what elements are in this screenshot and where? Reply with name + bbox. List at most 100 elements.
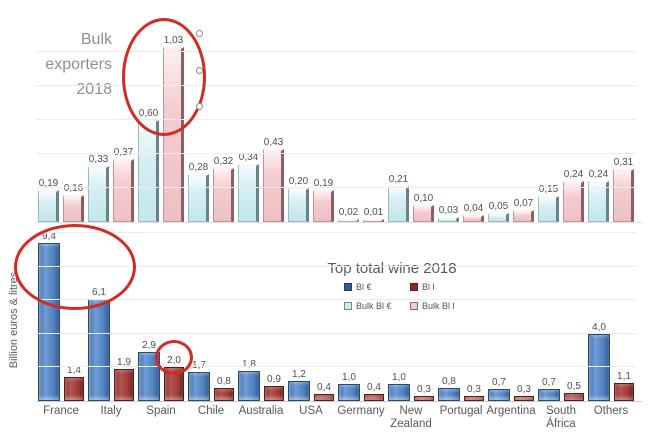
bar-value-label: 0,37 (113, 146, 134, 158)
gridline (36, 366, 636, 368)
bar-with-label: 0,4 (364, 381, 384, 401)
legend-item-bulk-bl-eur: Bulk Bl € (344, 301, 410, 311)
bar-value-label: 1,0 (392, 371, 406, 383)
bar-value-label: 1,4 (67, 364, 81, 376)
bar-value-label: 0,20 (288, 175, 309, 187)
bar-value-label: 0,32 (213, 155, 234, 167)
x-axis-labels: France Italy Spain Chile Australia USA Germany… (36, 405, 636, 431)
bar-value-label: 0,21 (388, 173, 409, 185)
bulk-bl-l-bar (363, 219, 384, 222)
bl-l-bar (414, 396, 434, 401)
bar-group-new-zealand: 0,21 0,10 (386, 30, 436, 222)
bl-eur-bar (138, 352, 160, 401)
bar-group-australia: 0,34 0,43 (236, 30, 286, 222)
legend-swatch-bl-l (410, 283, 418, 291)
bulk-bl-eur-bar (138, 120, 159, 222)
bar-with-label: 0,8 (438, 376, 460, 401)
bar-value-label: 0,24 (563, 168, 584, 180)
bulk-bl-l-bar (563, 181, 584, 222)
bulk-bl-l-bar (313, 190, 334, 222)
x-axis-label: Others (593, 405, 629, 417)
bar-with-label: 0,04 (463, 203, 484, 222)
bulk-bl-eur-bar (588, 181, 609, 222)
bar-with-label: 1,4 (64, 364, 84, 401)
bar-value-label: 0,3 (517, 383, 531, 395)
circle-handle-marker (196, 30, 203, 37)
legend-swatch-bl-eur (344, 283, 352, 291)
bar-value-label: 0,10 (413, 192, 434, 204)
bar-value-label: 0,05 (488, 200, 509, 212)
bar-value-label: 0,43 (263, 136, 284, 148)
bl-l-bar (464, 396, 484, 401)
bar-value-label: 0,15 (538, 183, 559, 195)
bar-value-label: 1,2 (292, 368, 306, 380)
bar-group-spain: 2,9 2,0 (136, 232, 186, 401)
bar-with-label: 0,19 (38, 178, 59, 222)
legend-item-bl-l: Bl l (410, 282, 476, 292)
bar-with-label: 0,34 (238, 151, 259, 222)
gridline (36, 51, 636, 52)
bar-with-label: 0,03 (438, 204, 459, 222)
bar-group-others: 0,24 0,31 (586, 30, 636, 222)
x-axis-label: New Zealand (390, 405, 432, 431)
bar-with-label: 0,28 (188, 162, 209, 222)
bl-l-bar (614, 383, 634, 401)
bulk-bl-l-bar (263, 149, 284, 222)
bar-group-germany: 0,02 0,01 (336, 30, 386, 222)
x-axis-label: Australia (238, 405, 284, 417)
bar-group-portugal: 0,03 0,04 (436, 30, 486, 222)
bulk-bl-eur-bar (488, 213, 509, 222)
bar-with-label: 1,0 (388, 371, 410, 401)
bl-eur-bar (188, 372, 210, 401)
legend-swatch-bulk-bl-l (410, 302, 418, 310)
bar-with-label: 0,24 (588, 169, 609, 222)
bar-group-italy: 0,33 0,37 (86, 30, 136, 222)
bar-value-label: 1,7 (192, 359, 206, 371)
bar-with-label: 0,20 (288, 175, 309, 222)
total-chart-axis-line (36, 401, 642, 402)
total-chart-plot: 9,4 1,4 6,1 1,9 2,9 2,0 1,7 0,8 1,8 0,9 1,2 0,4 1,0 0… (36, 231, 636, 401)
bulk-bl-l-bar (513, 210, 534, 222)
bar-with-label: 0,02 (338, 207, 359, 222)
bar-value-label: 0,8 (217, 375, 231, 387)
bar-value-label: 0,4 (367, 381, 381, 393)
circle-handle-marker (196, 67, 203, 74)
gridline (36, 232, 636, 233)
bar-with-label: 0,3 (464, 384, 484, 401)
x-axis-label: Chile (197, 405, 225, 417)
legend-label: Bulk Bl € (356, 301, 392, 311)
bar-group-portugal: 0,8 0,3 (436, 232, 486, 401)
x-axis-label: South África (545, 405, 577, 431)
total-chart-title: Top total wine 2018 (327, 260, 457, 277)
y-axis-label: Billion euros & litres (8, 271, 20, 369)
bulk-chart-axis-line (36, 222, 642, 223)
x-axis-label: Italy (100, 405, 122, 417)
bar-group-new-zealand: 1,0 0,3 (386, 232, 436, 401)
bar-value-label: 0,07 (513, 197, 534, 209)
bar-with-label: 0,31 (613, 157, 634, 222)
bar-value-label: 0,7 (542, 376, 556, 388)
bar-with-label: 0,16 (63, 183, 84, 222)
bl-l-bar (514, 396, 534, 401)
x-axis-label: Spain (146, 405, 176, 417)
bulk-bl-eur-bar (188, 174, 209, 222)
bar-value-label: 1,9 (117, 356, 131, 368)
bar-value-label: 2,9 (142, 339, 156, 351)
bl-l-bar (314, 394, 334, 401)
bar-with-label: 0,21 (388, 173, 409, 222)
bl-l-bar (214, 388, 234, 401)
bar-group-chile: 0,28 0,32 (186, 30, 236, 222)
bar-value-label: 0,01 (363, 206, 384, 218)
bl-l-bar (564, 393, 584, 401)
bar-with-label: 0,7 (538, 376, 560, 401)
bulk-bl-eur-bar (388, 186, 409, 222)
bar-value-label: 0,03 (438, 204, 459, 216)
bl-eur-bar (438, 388, 460, 401)
bar-with-label: 0,10 (413, 192, 434, 222)
bar-with-label: 0,19 (313, 178, 334, 222)
bar-with-label: 0,24 (563, 168, 584, 222)
bar-with-label: 1,0 (338, 372, 360, 401)
bulk-bl-eur-bar (288, 188, 309, 222)
bar-with-label: 0,07 (513, 197, 534, 222)
bar-value-label: 0,34 (238, 151, 259, 163)
